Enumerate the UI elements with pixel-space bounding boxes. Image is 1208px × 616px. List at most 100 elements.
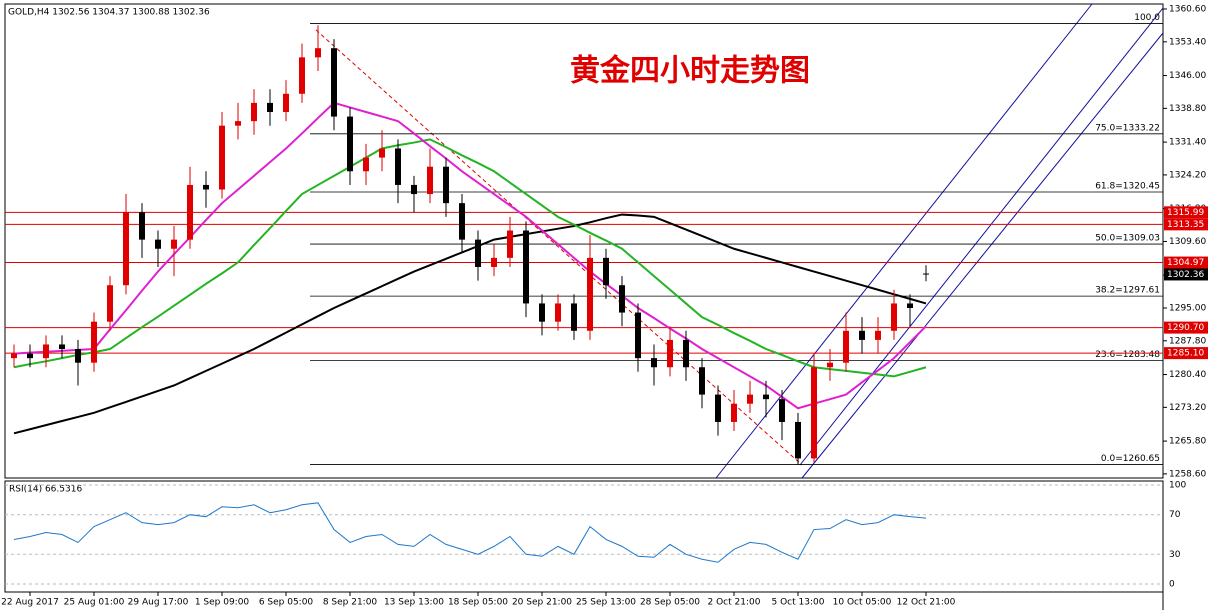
candle-body xyxy=(107,285,113,322)
rsi-line xyxy=(13,502,927,563)
rsi-title: RSI(14) 66.5316 xyxy=(9,485,82,495)
x-tick-label: 13 Sep 13:00 xyxy=(384,598,444,608)
y-tick-label: 1331.40 xyxy=(1169,138,1206,148)
candle-body xyxy=(843,330,849,363)
candle-body xyxy=(459,203,465,240)
candle-body xyxy=(59,344,65,350)
y-tick-label: 1353.40 xyxy=(1169,37,1206,47)
fib-label: 100.0 xyxy=(1134,13,1160,23)
candle-body xyxy=(299,57,305,94)
candle-body xyxy=(315,48,321,58)
candle-body xyxy=(475,239,481,267)
y-tick-label: 1265.80 xyxy=(1169,437,1206,447)
fib-label: 23.6=1283.48 xyxy=(1095,350,1160,360)
y-tick-label: 100 xyxy=(1169,481,1186,491)
y-tick-label: 1287.80 xyxy=(1169,336,1206,346)
fib-label: 50.0=1309.03 xyxy=(1095,234,1160,244)
fib-label: 75.0=1333.22 xyxy=(1095,123,1160,133)
candle-body xyxy=(331,48,337,117)
candle-body xyxy=(635,312,641,359)
candle-body xyxy=(763,394,769,400)
candle-body xyxy=(251,102,257,122)
candle-body xyxy=(619,285,625,313)
channel-line xyxy=(715,3,1093,479)
price-level-tag xyxy=(1164,256,1208,269)
candle-body xyxy=(75,349,81,363)
x-tick-label: 2 Oct 21:00 xyxy=(708,598,761,608)
candle-body xyxy=(155,239,161,249)
x-tick-label: 20 Sep 21:00 xyxy=(512,598,572,608)
candle-body xyxy=(699,367,705,395)
candle-body xyxy=(171,239,177,249)
current-price-tag xyxy=(1164,268,1208,281)
x-tick-label: 28 Sep 05:00 xyxy=(640,598,700,608)
price-level-tag xyxy=(1164,206,1208,219)
candle-body xyxy=(267,102,273,113)
candle-body xyxy=(363,157,369,172)
candle-body xyxy=(603,257,609,286)
candle-body xyxy=(539,303,545,322)
candle-body xyxy=(395,148,401,185)
candle-body xyxy=(43,344,49,359)
fib-diagonal xyxy=(315,29,803,466)
price-level-tag xyxy=(1164,321,1208,334)
candle-body xyxy=(411,184,417,195)
candle-body xyxy=(283,93,289,113)
price-level-label: 1285.10 xyxy=(1167,349,1204,359)
fib-label: 61.8=1320.45 xyxy=(1095,182,1160,192)
price-level-tag xyxy=(1164,218,1208,231)
candle-body xyxy=(779,399,785,422)
y-tick-label: 1280.40 xyxy=(1169,370,1206,380)
candle-body xyxy=(795,421,801,459)
x-tick-label: 1 Sep 09:00 xyxy=(195,598,250,608)
x-tick-label: 25 Sep 13:00 xyxy=(576,598,636,608)
fib-label: 38.2=1297.61 xyxy=(1095,286,1160,296)
channel-line xyxy=(801,32,1164,479)
y-tick-label: 1273.20 xyxy=(1169,403,1206,413)
rsi-frame xyxy=(4,480,1164,593)
x-tick-label: 10 Oct 05:00 xyxy=(833,598,892,608)
candle-body xyxy=(731,403,737,422)
candle-body xyxy=(91,321,97,363)
y-tick-label: 1360.60 xyxy=(1169,5,1206,15)
candle-body xyxy=(923,273,929,275)
candle-body xyxy=(139,212,145,240)
candle-body xyxy=(347,116,353,172)
chart-header: GOLD,H4 1302.56 1304.37 1300.88 1302.36 xyxy=(8,8,210,18)
candle-body xyxy=(27,353,33,359)
candle-body xyxy=(11,353,17,359)
candle-body xyxy=(747,394,753,404)
x-tick-label: 6 Sep 05:00 xyxy=(259,598,314,608)
x-tick-label: 5 Oct 13:00 xyxy=(772,598,825,608)
x-tick-label: 12 Oct 21:00 xyxy=(897,598,956,608)
moving-average xyxy=(13,101,927,410)
candle-body xyxy=(427,166,433,195)
channel-line xyxy=(799,7,1164,466)
candle-body xyxy=(587,257,593,331)
candle-body xyxy=(811,367,817,459)
y-tick-label: 30 xyxy=(1169,550,1181,560)
candle-body xyxy=(859,330,865,340)
price-level-label: 1315.99 xyxy=(1167,208,1204,218)
candle-body xyxy=(235,121,241,126)
candle-body xyxy=(379,148,385,158)
candle-body xyxy=(491,257,497,267)
y-tick-label: 1346.00 xyxy=(1169,71,1206,81)
x-tick-label: 25 Aug 01:00 xyxy=(64,598,125,608)
price-level-tag xyxy=(1164,347,1208,360)
y-tick-label: 0 xyxy=(1169,580,1175,590)
candle-body xyxy=(187,184,193,240)
candle-body xyxy=(219,125,225,190)
candle-body xyxy=(555,303,561,322)
candle-body xyxy=(443,166,449,204)
y-tick-label: 1324.20 xyxy=(1169,170,1206,180)
price-level-label: 1313.35 xyxy=(1167,220,1204,230)
x-tick-label: 22 Aug 2017 xyxy=(1,598,59,608)
candle-body xyxy=(667,339,673,368)
fib-label: 0.0=1260.65 xyxy=(1101,454,1160,464)
x-tick-label: 18 Sep 05:00 xyxy=(448,598,508,608)
y-tick-label: 1295.00 xyxy=(1169,303,1206,313)
y-tick-label: 1338.80 xyxy=(1169,104,1206,114)
